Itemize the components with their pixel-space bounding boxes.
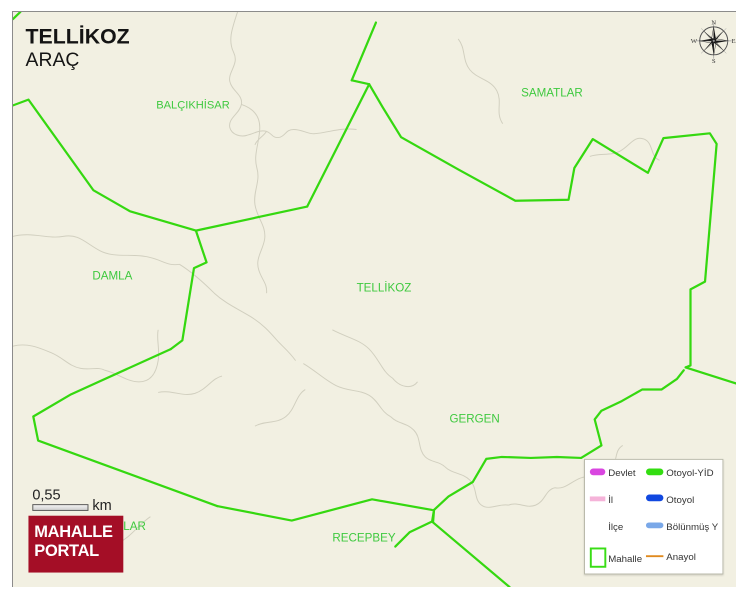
svg-text:SAMATLAR: SAMATLAR bbox=[521, 88, 583, 100]
svg-text:Mahalle: Mahalle bbox=[608, 554, 642, 565]
svg-text:RECEPBEY: RECEPBEY bbox=[332, 533, 395, 545]
svg-text:Otoyol-YİD: Otoyol-YİD bbox=[666, 468, 713, 479]
svg-text:TELLİKOZ: TELLİKOZ bbox=[357, 281, 412, 294]
svg-text:W: W bbox=[691, 38, 698, 45]
svg-text:BALÇIKHİSAR: BALÇIKHİSAR bbox=[156, 98, 230, 111]
svg-text:İlçe: İlçe bbox=[608, 522, 623, 533]
svg-text:İl: İl bbox=[608, 495, 613, 506]
svg-text:GERGEN: GERGEN bbox=[449, 413, 499, 425]
svg-text:Devlet: Devlet bbox=[608, 468, 636, 479]
svg-text:Bölünmüş Y: Bölünmüş Y bbox=[666, 522, 719, 533]
svg-text:Anayol: Anayol bbox=[666, 552, 696, 563]
svg-text:E: E bbox=[732, 38, 736, 45]
svg-text:N: N bbox=[711, 19, 716, 26]
svg-text:Otoyol: Otoyol bbox=[666, 495, 694, 506]
svg-text:LAR: LAR bbox=[123, 521, 146, 533]
svg-text:S: S bbox=[712, 58, 716, 65]
svg-text:DAMLA: DAMLA bbox=[92, 271, 132, 283]
